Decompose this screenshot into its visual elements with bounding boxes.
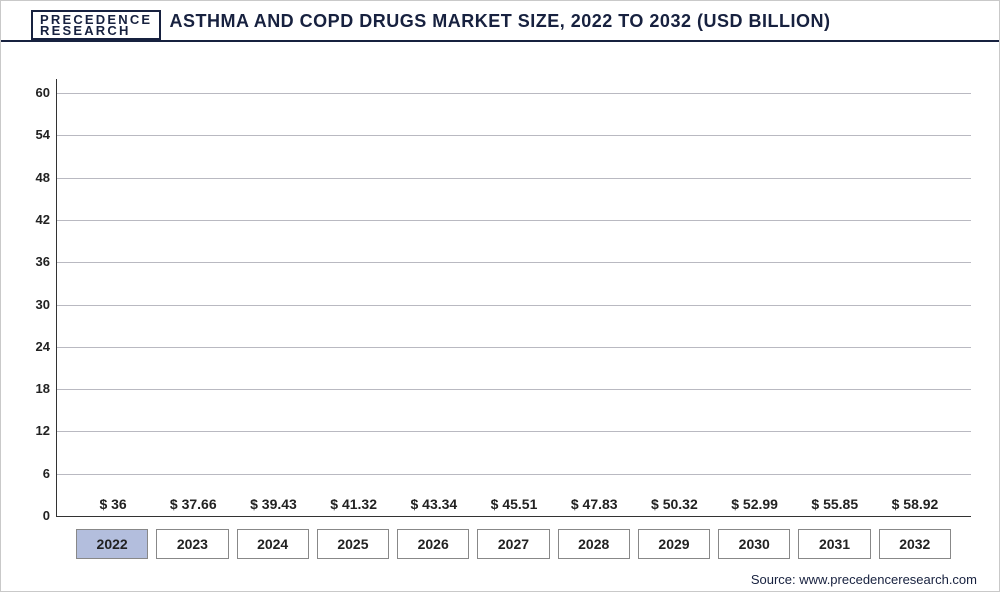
y-tick-label: 24 <box>22 339 50 354</box>
bar-value-label: $ 43.34 <box>410 496 457 512</box>
y-tick-label: 54 <box>22 127 50 142</box>
chart-title: ASTHMA AND COPD DRUGS MARKET SIZE, 2022 … <box>170 11 831 32</box>
x-tick-box: 2023 <box>156 529 228 559</box>
bar-slot: $ 52.99 <box>719 496 791 516</box>
x-tick-label: 2026 <box>418 536 449 552</box>
x-tick-box: 2030 <box>718 529 790 559</box>
bar-slot: $ 37.66 <box>157 496 229 516</box>
bar-slot: $ 39.43 <box>237 496 309 516</box>
bar-slot: $ 36 <box>77 496 149 516</box>
y-tick-label: 0 <box>22 508 50 523</box>
bar-value-label: $ 36 <box>99 496 126 512</box>
y-tick-label: 6 <box>22 466 50 481</box>
x-tick-label: 2023 <box>177 536 208 552</box>
x-tick-label: 2022 <box>97 536 128 552</box>
x-tick-label: 2027 <box>498 536 529 552</box>
chart-frame: PRECEDENCE RESEARCH ASTHMA AND COPD DRUG… <box>0 0 1000 592</box>
x-axis: 2022 2023 2024 2025 2026 2027 2028 2029 2030 2031… <box>56 529 971 559</box>
bar-value-label: $ 39.43 <box>250 496 297 512</box>
y-tick-label: 42 <box>22 212 50 227</box>
y-tick-label: 60 <box>22 85 50 100</box>
bar-value-label: $ 55.85 <box>811 496 858 512</box>
x-tick-label: 2024 <box>257 536 288 552</box>
x-tick-box: 2024 <box>237 529 309 559</box>
logo-line2: RESEARCH <box>40 26 152 37</box>
y-tick-label: 30 <box>22 297 50 312</box>
x-tick-box: 2029 <box>638 529 710 559</box>
x-tick-label: 2030 <box>739 536 770 552</box>
x-tick-box: 2022 <box>76 529 148 559</box>
x-tick-label: 2032 <box>899 536 930 552</box>
plot-area: $ 36 $ 37.66 $ 39.43 $ 41.32 $ 43.34 $ 45.51 $… <box>56 79 971 517</box>
bar-value-label: $ 52.99 <box>731 496 778 512</box>
x-tick-label: 2028 <box>578 536 609 552</box>
bar-value-label: $ 37.66 <box>170 496 217 512</box>
brand-logo: PRECEDENCE RESEARCH <box>31 10 161 40</box>
bar-slot: $ 47.83 <box>558 496 630 516</box>
source-text: Source: www.precedenceresearch.com <box>751 572 977 587</box>
bar-value-label: $ 50.32 <box>651 496 698 512</box>
bar-value-label: $ 58.92 <box>892 496 939 512</box>
y-tick-label: 12 <box>22 423 50 438</box>
bar-slot: $ 41.32 <box>318 496 390 516</box>
x-tick-box: 2031 <box>798 529 870 559</box>
bars-container: $ 36 $ 37.66 $ 39.43 $ 41.32 $ 43.34 $ 45.51 $… <box>57 79 971 516</box>
bar-value-label: $ 45.51 <box>491 496 538 512</box>
y-tick-label: 18 <box>22 381 50 396</box>
bar-value-label: $ 41.32 <box>330 496 377 512</box>
y-tick-label: 36 <box>22 254 50 269</box>
x-tick-label: 2025 <box>337 536 368 552</box>
bar-value-label: $ 47.83 <box>571 496 618 512</box>
x-tick-box: 2032 <box>879 529 951 559</box>
bar-slot: $ 55.85 <box>799 496 871 516</box>
bar-slot: $ 45.51 <box>478 496 550 516</box>
x-tick-label: 2031 <box>819 536 850 552</box>
bar-slot: $ 50.32 <box>638 496 710 516</box>
x-tick-label: 2029 <box>658 536 689 552</box>
x-tick-box: 2025 <box>317 529 389 559</box>
bar-slot: $ 58.92 <box>879 496 951 516</box>
x-tick-box: 2026 <box>397 529 469 559</box>
x-tick-box: 2027 <box>477 529 549 559</box>
bar-slot: $ 43.34 <box>398 496 470 516</box>
x-tick-box: 2028 <box>558 529 630 559</box>
y-tick-label: 48 <box>22 170 50 185</box>
